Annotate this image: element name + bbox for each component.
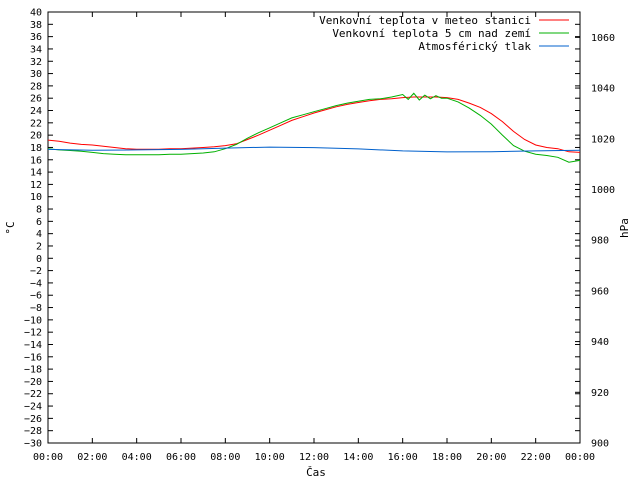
x-tick-label: 00:00 [565, 452, 595, 463]
y-left-tick-label: 30 [30, 69, 42, 80]
y-left-tick-label: 34 [30, 44, 42, 55]
y-left-tick-label: 36 [30, 32, 42, 43]
plot-frame [47, 11, 581, 444]
y-left-tick-label: 32 [30, 57, 42, 68]
legend: Venkovní teplota v meteo stanici Venkovn… [319, 14, 569, 53]
y-right-tick-label: 1040 [591, 84, 615, 95]
y-left-axis-label: °C [4, 221, 17, 234]
y-left-tick-label: 24 [30, 106, 42, 117]
y-left-tick-label: 40 [30, 8, 42, 19]
x-tick-label: 10:00 [255, 452, 285, 463]
y-left-tick-label: −8 [30, 303, 42, 314]
series-group [47, 92, 581, 163]
x-tick-label: 00:00 [33, 452, 63, 463]
y-left-tick-label: 14 [30, 168, 42, 179]
y-left-tick-label: 16 [30, 155, 42, 166]
x-tick-label: 16:00 [388, 452, 418, 463]
x-tick-label: 20:00 [476, 452, 506, 463]
y-left-tick-label: −2 [30, 266, 42, 277]
y-right-tick-label: 1020 [591, 134, 615, 145]
y-left-tick-label: 8 [36, 205, 42, 216]
y-left-tick-label: 26 [30, 94, 42, 105]
y-left-tick-label: 2 [36, 241, 42, 252]
series-ground-temp-line [47, 92, 581, 163]
y-left-tick-label: 6 [36, 217, 42, 228]
y-left-tick-label: −30 [24, 439, 42, 450]
y-left-tick-label: −10 [24, 315, 42, 326]
x-axis: 00:00 02:00 04:00 06:00 08:00 10:00 12:00 14:00… [33, 12, 595, 463]
x-tick-label: 04:00 [122, 452, 152, 463]
y-left-tick-label: 28 [30, 81, 42, 92]
y-right-tick-label: 1060 [591, 33, 615, 44]
y-right-tick-label: 980 [591, 236, 609, 247]
y-left-tick-label: 20 [30, 131, 42, 142]
y-left-tick-label: −28 [24, 426, 42, 437]
y-left-tick-label: −16 [24, 352, 42, 363]
x-tick-label: 14:00 [343, 452, 373, 463]
x-tick-label: 08:00 [210, 452, 240, 463]
y-right-tick-label: 920 [591, 388, 609, 399]
y-right-tick-label: 1000 [591, 185, 615, 196]
y-left-tick-label: −4 [30, 278, 42, 289]
y-left-tick-label: 0 [36, 254, 42, 265]
y-left-tick-label: 10 [30, 192, 42, 203]
y-left-tick-label: 18 [30, 143, 42, 154]
y-left-tick-label: −18 [24, 365, 42, 376]
y-left-tick-label: 22 [30, 118, 42, 129]
y-left-axis: 4038363432302826242220181614121086420−2−… [24, 8, 580, 450]
y-left-tick-label: −24 [24, 402, 42, 413]
legend-label-pressure: Atmosférický tlak [418, 40, 531, 53]
y-right-tick-label: 940 [591, 337, 609, 348]
legend-label-ground-temp: Venkovní teplota 5 cm nad zemí [332, 27, 531, 40]
y-left-tick-label: −26 [24, 414, 42, 425]
y-left-tick-label: 12 [30, 180, 42, 191]
x-tick-label: 18:00 [432, 452, 462, 463]
x-tick-label: 22:00 [521, 452, 551, 463]
y-right-tick-label: 960 [591, 286, 609, 297]
y-left-tick-label: −22 [24, 389, 42, 400]
x-axis-label: Čas [306, 466, 326, 479]
y-left-tick-label: −12 [24, 328, 42, 339]
series-outdoor-temp-line [47, 96, 581, 153]
y-right-axis: 900 920 940 960 980 1000 1020 1040 1060 [575, 33, 615, 450]
y-left-tick-label: −14 [24, 340, 42, 351]
y-left-tick-label: −6 [30, 291, 42, 302]
y-right-axis-label: hPa [618, 218, 631, 238]
x-tick-label: 12:00 [299, 452, 329, 463]
series-pressure-line [47, 146, 581, 153]
x-tick-label: 06:00 [166, 452, 196, 463]
y-left-tick-label: 4 [36, 229, 42, 240]
y-right-tick-label: 900 [591, 439, 609, 450]
legend-label-outdoor-temp: Venkovní teplota v meteo stanici [319, 14, 531, 27]
x-tick-label: 02:00 [77, 452, 107, 463]
y-left-tick-label: −20 [24, 377, 42, 388]
y-left-tick-label: 38 [30, 20, 42, 31]
